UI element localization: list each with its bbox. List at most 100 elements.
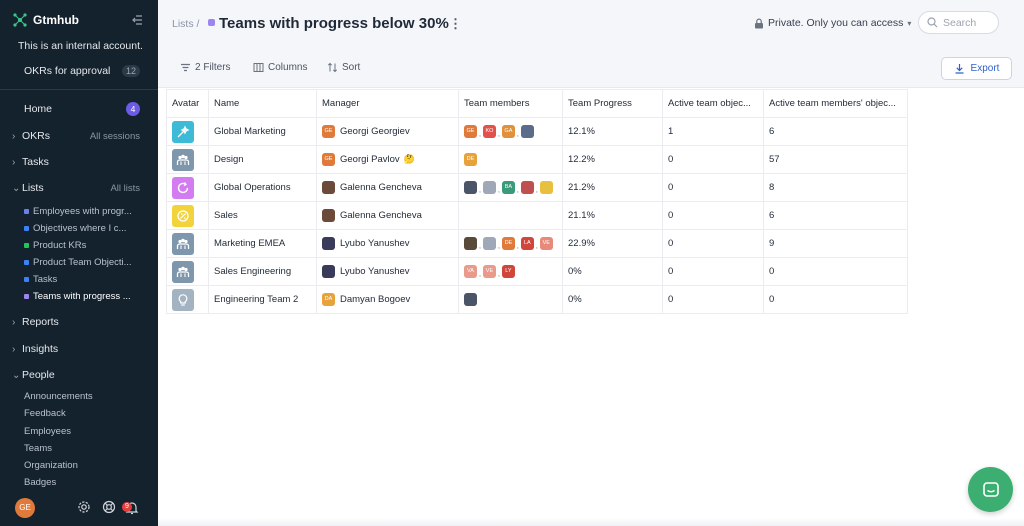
table-row[interactable]: Global Operations Galenna Gencheva,, BA,, 2… (166, 173, 908, 202)
table-row[interactable]: Global Marketing GE Georgi Georgiev GE, KO, G… (166, 117, 908, 146)
cell-team-name[interactable]: Marketing EMEA (208, 229, 317, 258)
cell-team-name[interactable]: Sales (208, 201, 317, 230)
column-header-team-progress[interactable]: Team Progress (562, 89, 663, 118)
cell-team-name[interactable]: Engineering Team 2 (208, 285, 317, 314)
column-header-active-team-objectives[interactable]: Active team objec... (662, 89, 764, 118)
cell-manager[interactable]: GE Georgi Georgiev (316, 117, 459, 146)
team-avatar[interactable] (172, 260, 194, 283)
cell-team-name[interactable]: Sales Engineering (208, 257, 317, 286)
cell-manager[interactable]: DA Damyan Bogoev (316, 285, 459, 314)
table-row[interactable]: Marketing EMEA Lyubo Yanushev,, DE, LA, VE 22… (166, 229, 908, 258)
sidebar-item-home[interactable]: Home 4 (24, 102, 140, 116)
cell-manager[interactable]: Lyubo Yanushev (316, 229, 459, 258)
column-header-active-members-objectives[interactable]: Active team members' objec... (763, 89, 908, 118)
column-header-name[interactable]: Name (208, 89, 317, 118)
people-label: People (22, 369, 55, 381)
member-avatar[interactable] (464, 237, 477, 250)
avatar[interactable]: GE (15, 498, 35, 518)
cell-active-members-objectives: 57 (763, 145, 908, 174)
sidebar-item-tasks[interactable]: › Tasks (12, 155, 140, 169)
list-item[interactable]: Tasks (24, 273, 140, 285)
member-avatar[interactable] (482, 237, 496, 250)
columns-button[interactable]: Columns (253, 62, 307, 73)
cell-manager[interactable]: Galenna Gencheva (316, 173, 459, 202)
column-header-manager[interactable]: Manager (316, 89, 459, 118)
breadcrumb[interactable]: Lists / (172, 18, 200, 30)
member-avatar[interactable]: VE (539, 237, 553, 250)
member-avatar[interactable] (482, 181, 496, 194)
sidebar-item-lists[interactable]: ⌄ Lists All lists (12, 181, 140, 195)
team-avatar[interactable] (172, 120, 194, 143)
team-avatar[interactable] (172, 204, 194, 227)
okrs-all-sessions-link[interactable]: All sessions (89, 130, 140, 142)
people-item-announcements[interactable]: Announcements (24, 391, 93, 402)
cell-manager[interactable]: GE Georgi Pavlov 🤔 (316, 145, 459, 174)
people-item-feedback[interactable]: Feedback (24, 408, 66, 419)
sidebar-item-okrs[interactable]: › OKRs All sessions (12, 129, 140, 143)
table-row[interactable]: Design GE Georgi Pavlov 🤔 DE 12.2% 0 57 (166, 145, 908, 174)
member-avatar[interactable]: DE (464, 153, 477, 166)
okrs-for-approval[interactable]: OKRs for approval 12 (24, 64, 140, 78)
cell-team-name[interactable]: Global Operations (208, 173, 317, 202)
list-item[interactable]: Product Team Objecti... (24, 256, 140, 268)
member-avatar[interactable] (520, 181, 534, 194)
member-avatar[interactable]: LA (520, 237, 534, 250)
cell-team-name[interactable]: Global Marketing (208, 117, 317, 146)
gear-icon[interactable] (77, 500, 91, 514)
search-box[interactable] (918, 11, 999, 34)
people-item-badges[interactable]: Badges (24, 477, 57, 488)
list-item[interactable]: Product KRs (24, 239, 140, 251)
member-avatar[interactable]: GE (464, 125, 477, 138)
member-separator: , (497, 271, 500, 278)
list-item-active[interactable]: Teams with progress ... (24, 290, 140, 302)
member-avatar[interactable]: BA (501, 181, 515, 194)
column-header-team-members[interactable]: Team members (458, 89, 563, 118)
people-item-organization[interactable]: Organization (24, 460, 78, 471)
internal-account-note: This is an internal account. (18, 40, 143, 52)
sort-button[interactable]: Sort (327, 62, 360, 73)
people-item-teams[interactable]: Teams (24, 443, 52, 454)
member-avatar[interactable] (464, 293, 477, 306)
table-row[interactable]: Engineering Team 2 DA Damyan Bogoev 0% 0 0 (166, 285, 908, 314)
search-input[interactable] (943, 16, 995, 29)
lifebuoy-icon[interactable] (102, 500, 116, 514)
list-item[interactable]: Employees with progr... (24, 205, 140, 217)
cell-avatar (166, 173, 209, 202)
team-avatar[interactable] (172, 232, 194, 255)
team-avatar[interactable] (172, 176, 194, 199)
team-members-list: VA, VE, LY (464, 265, 557, 278)
table-row[interactable]: Sales Engineering Lyubo Yanushev VA, VE, LY 0… (166, 257, 908, 286)
member-avatar[interactable]: KO (482, 125, 496, 138)
member-avatar[interactable]: DE (501, 237, 515, 250)
team-avatar[interactable] (172, 148, 194, 171)
member-avatar[interactable]: LY (501, 265, 515, 278)
sidebar-item-reports[interactable]: › Reports (12, 315, 140, 329)
list-color-dot (24, 293, 29, 299)
sidebar-item-people[interactable]: ⌄ People (12, 368, 140, 382)
member-avatar[interactable]: VA (464, 265, 477, 278)
logo[interactable]: Gtmhub (12, 11, 146, 29)
more-options-icon[interactable]: ⋮ (449, 16, 462, 31)
table-row[interactable]: Sales Galenna Gencheva 21.1% 0 6 (166, 201, 908, 230)
list-item[interactable]: Objectives where I c... (24, 222, 140, 234)
sidebar-item-insights[interactable]: › Insights (12, 342, 140, 356)
chat-launcher-button[interactable] (968, 467, 1013, 512)
people-item-employees[interactable]: Employees (24, 426, 71, 437)
cell-manager[interactable]: Galenna Gencheva (316, 201, 459, 230)
export-button[interactable]: Export (941, 57, 1012, 80)
all-lists-link[interactable]: All lists (110, 182, 140, 194)
privacy-dropdown[interactable]: Private. Only you can access ▾ (754, 17, 911, 29)
column-header-avatar[interactable]: Avatar (166, 89, 209, 118)
member-avatar[interactable] (464, 181, 477, 194)
member-avatar[interactable]: VE (482, 265, 496, 278)
filters-button[interactable]: 2 Filters (180, 62, 231, 73)
member-avatar[interactable] (520, 125, 534, 138)
member-avatar[interactable] (539, 181, 553, 194)
cell-manager[interactable]: Lyubo Yanushev (316, 257, 459, 286)
okrs-for-approval-count: 12 (121, 65, 140, 77)
cell-team-name[interactable]: Design (208, 145, 317, 174)
list-color-dot (24, 225, 29, 231)
collapse-sidebar-icon[interactable] (130, 13, 144, 27)
member-avatar[interactable]: GA (501, 125, 515, 138)
team-avatar[interactable] (172, 288, 194, 311)
